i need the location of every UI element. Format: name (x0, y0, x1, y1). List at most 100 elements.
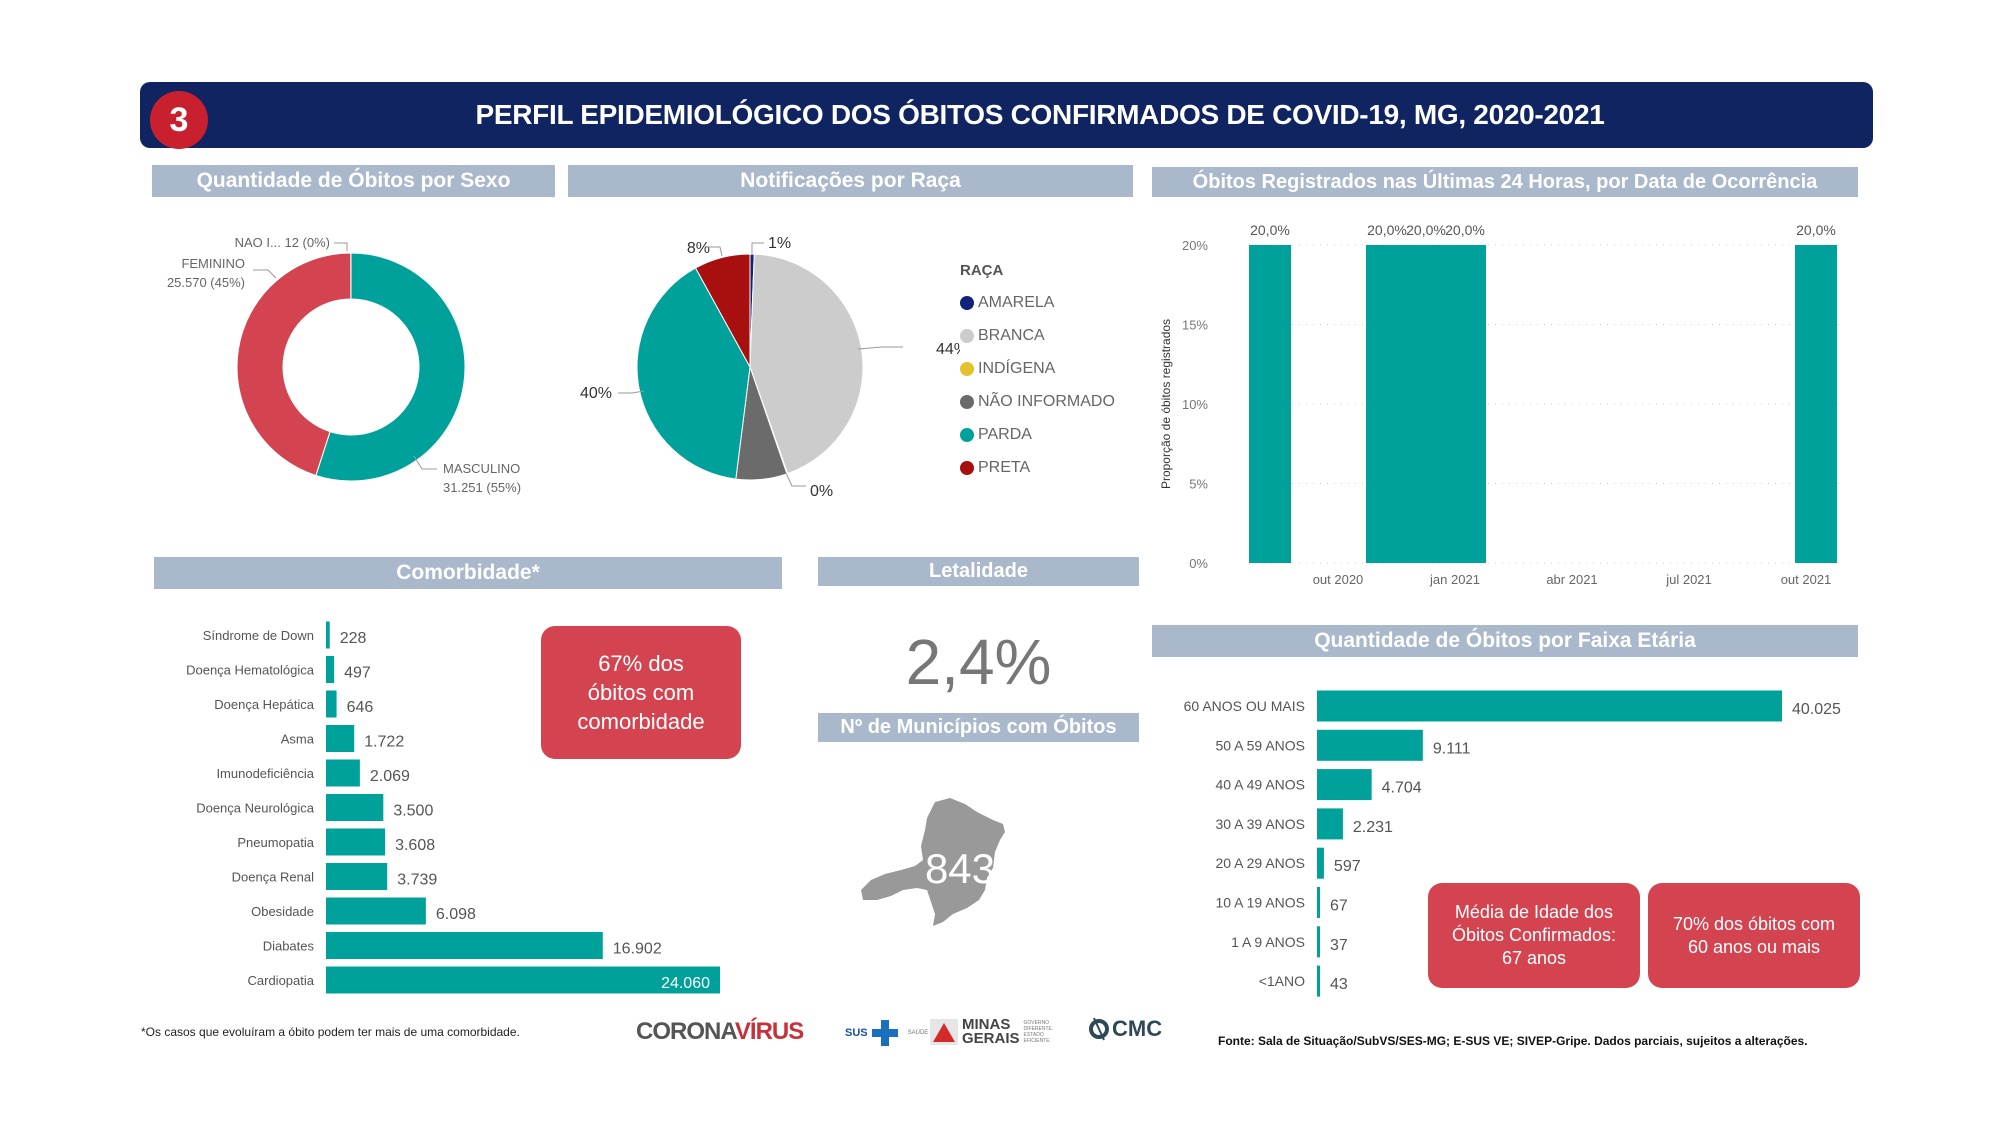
legend-item[interactable]: BRANCA (960, 319, 1115, 352)
governo-text: GOVERNO DIFERENTE. ESTADO EFICIENTE. (1023, 1020, 1054, 1044)
label-masculino-value: 31.251 (55%) (443, 480, 521, 495)
bar (326, 828, 386, 856)
leader-line-amarela (751, 242, 764, 254)
bar-value-label: 67 (1330, 898, 1348, 915)
sus-cross-icon (871, 1020, 898, 1046)
legend-label: BRANCA (978, 326, 1045, 344)
category-label: Doença Hepática (214, 697, 314, 712)
legend-item[interactable]: AMARELA (960, 286, 1115, 319)
bar-value-label: 646 (347, 699, 374, 716)
category-label: 60 ANOS OU MAIS (1184, 698, 1305, 714)
legend-label: NÃO INFORMADO (978, 392, 1115, 410)
bar (1317, 808, 1343, 840)
column-bar (1366, 245, 1408, 563)
bar-value-label: 16.902 (613, 941, 662, 958)
legend-dot-icon (960, 361, 974, 376)
column-data-label: 20,0% (1367, 222, 1407, 238)
legend-label: INDÍGENA (978, 359, 1056, 377)
legend-item[interactable]: INDÍGENA (960, 352, 1115, 385)
category-label: Doença Hematológica (186, 663, 315, 678)
label-nao-informado: NAO I... 12 (0%) (235, 235, 330, 250)
category-label: Imunodeficiência (216, 766, 314, 781)
pie-chart-raca: 1% 44% 0% 40% 8% (580, 235, 960, 500)
footnote: *Os casos que evoluíram a óbito podem te… (141, 1025, 520, 1039)
bar-value-label: 497 (344, 665, 371, 682)
bar (326, 621, 330, 649)
column-bar (1444, 245, 1486, 563)
legend-label: PARDA (978, 425, 1032, 443)
bar (326, 759, 360, 787)
label-feminino-name: FEMININO (181, 256, 245, 271)
bar-value-label: 37 (1330, 937, 1348, 954)
legend-item[interactable]: PARDA (960, 418, 1115, 451)
bar (326, 863, 388, 890)
x-tick-label: out 2020 (1313, 572, 1364, 587)
legend-item[interactable]: NÃO INFORMADO (960, 385, 1115, 418)
bar-value-label: 597 (1334, 858, 1361, 875)
bar (1317, 729, 1423, 761)
letalidade-value: 2,4% (905, 626, 1052, 698)
bar-value-label: 24.060 (661, 975, 710, 992)
category-label: 1 A 9 ANOS (1231, 934, 1305, 950)
legend-label: AMARELA (978, 293, 1055, 311)
column-data-label: 20,0% (1796, 222, 1836, 238)
legend-item[interactable]: PRETA (960, 451, 1115, 484)
label-feminino-value: 25.570 (45%) (167, 275, 245, 290)
label-preta: 8% (687, 240, 710, 257)
bar (326, 725, 355, 752)
bar-chart-faixa: 60 ANOS OU MAIS 40.025 50 A 59 ANOS 9.111 40… (1184, 690, 1841, 997)
bar (1317, 690, 1782, 722)
label-amarela: 1% (768, 235, 791, 252)
callout-media-idade: Média de Idade dos Óbitos Confirmados: 6… (1428, 883, 1640, 988)
category-label: Doença Neurológica (196, 801, 315, 816)
municipios-value: 843 (924, 845, 996, 892)
y-axis-label: Proporção de óbitos registrados (1159, 319, 1173, 489)
bar-value-label: 3.500 (393, 803, 433, 820)
y-tick-label: 0% (1189, 556, 1208, 571)
bar (326, 690, 337, 718)
legend-raca: RAÇA AMARELA BRANCA INDÍGENA NÃO INFORMADO P… (960, 262, 1115, 484)
category-label: Diabates (263, 939, 315, 954)
category-label: Cardiopatia (248, 973, 315, 988)
minas-gerais-logo: MINAS GERAIS GOVERNO DIFERENTE. ESTADO E… (930, 1017, 1056, 1047)
minas-triangle-icon (930, 1019, 958, 1045)
sus-logo: SUS SAÚDE (845, 1020, 928, 1046)
label-branca: 44% (936, 341, 960, 358)
callout-comorbidade: 67% dos óbitos com comorbidade (541, 626, 741, 759)
bar (326, 897, 426, 925)
leader-line-branca (857, 346, 903, 350)
leader-line-indigena (785, 472, 806, 487)
corona-virus-logo: CORONAVÍRUS (636, 1018, 804, 1046)
bar-chart-comorbidade: Síndrome de Down 228 Doença Hematológica 49… (186, 621, 720, 994)
bar (1317, 887, 1320, 918)
leader-line-masculino (413, 455, 437, 470)
callout-sessenta-mais: 70% dos óbitos com 60 anos ou mais (1648, 883, 1860, 988)
leader-line-nao-informado (334, 242, 348, 251)
x-tick-label: jul 2021 (1665, 572, 1712, 587)
logo-virus-text: VÍRUS (734, 1018, 804, 1045)
category-label: Pneumopatia (237, 835, 314, 850)
donut-slice-masculino (315, 252, 466, 482)
section-header-faixa: Quantidade de Óbitos por Faixa Etária (1152, 625, 1858, 657)
leader-line-parda (618, 390, 645, 394)
column-bar (1249, 245, 1291, 563)
gerais-text: GERAIS (962, 1030, 1020, 1047)
pie-slice-branca (749, 253, 864, 475)
page-title: PERFIL EPIDEMIOLÓGICO DOS ÓBITOS CONFIRM… (475, 99, 1605, 130)
column-bar (1405, 245, 1447, 563)
bar-value-label: 9.111 (1433, 740, 1471, 757)
source-note: Fonte: Sala de Situação/SubVS/SES-MG; E-… (1218, 1034, 1808, 1048)
label-masculino-name: MASCULINO (443, 461, 520, 476)
x-tick-label: abr 2021 (1546, 572, 1597, 587)
legend-label: PRETA (978, 458, 1031, 476)
y-tick-label: 10% (1182, 397, 1208, 412)
bar-value-label: 3.739 (397, 872, 437, 889)
legend-dot-icon (960, 328, 974, 343)
bar (326, 966, 720, 994)
legend-dot-icon (960, 394, 974, 409)
bar-value-label: 3.608 (395, 837, 435, 854)
bar-value-label: 2.069 (370, 768, 410, 785)
section-header-ultimas24: Óbitos Registrados nas Últimas 24 Horas,… (1152, 167, 1858, 197)
bar (1317, 965, 1320, 997)
leader-line-preta (706, 246, 723, 257)
